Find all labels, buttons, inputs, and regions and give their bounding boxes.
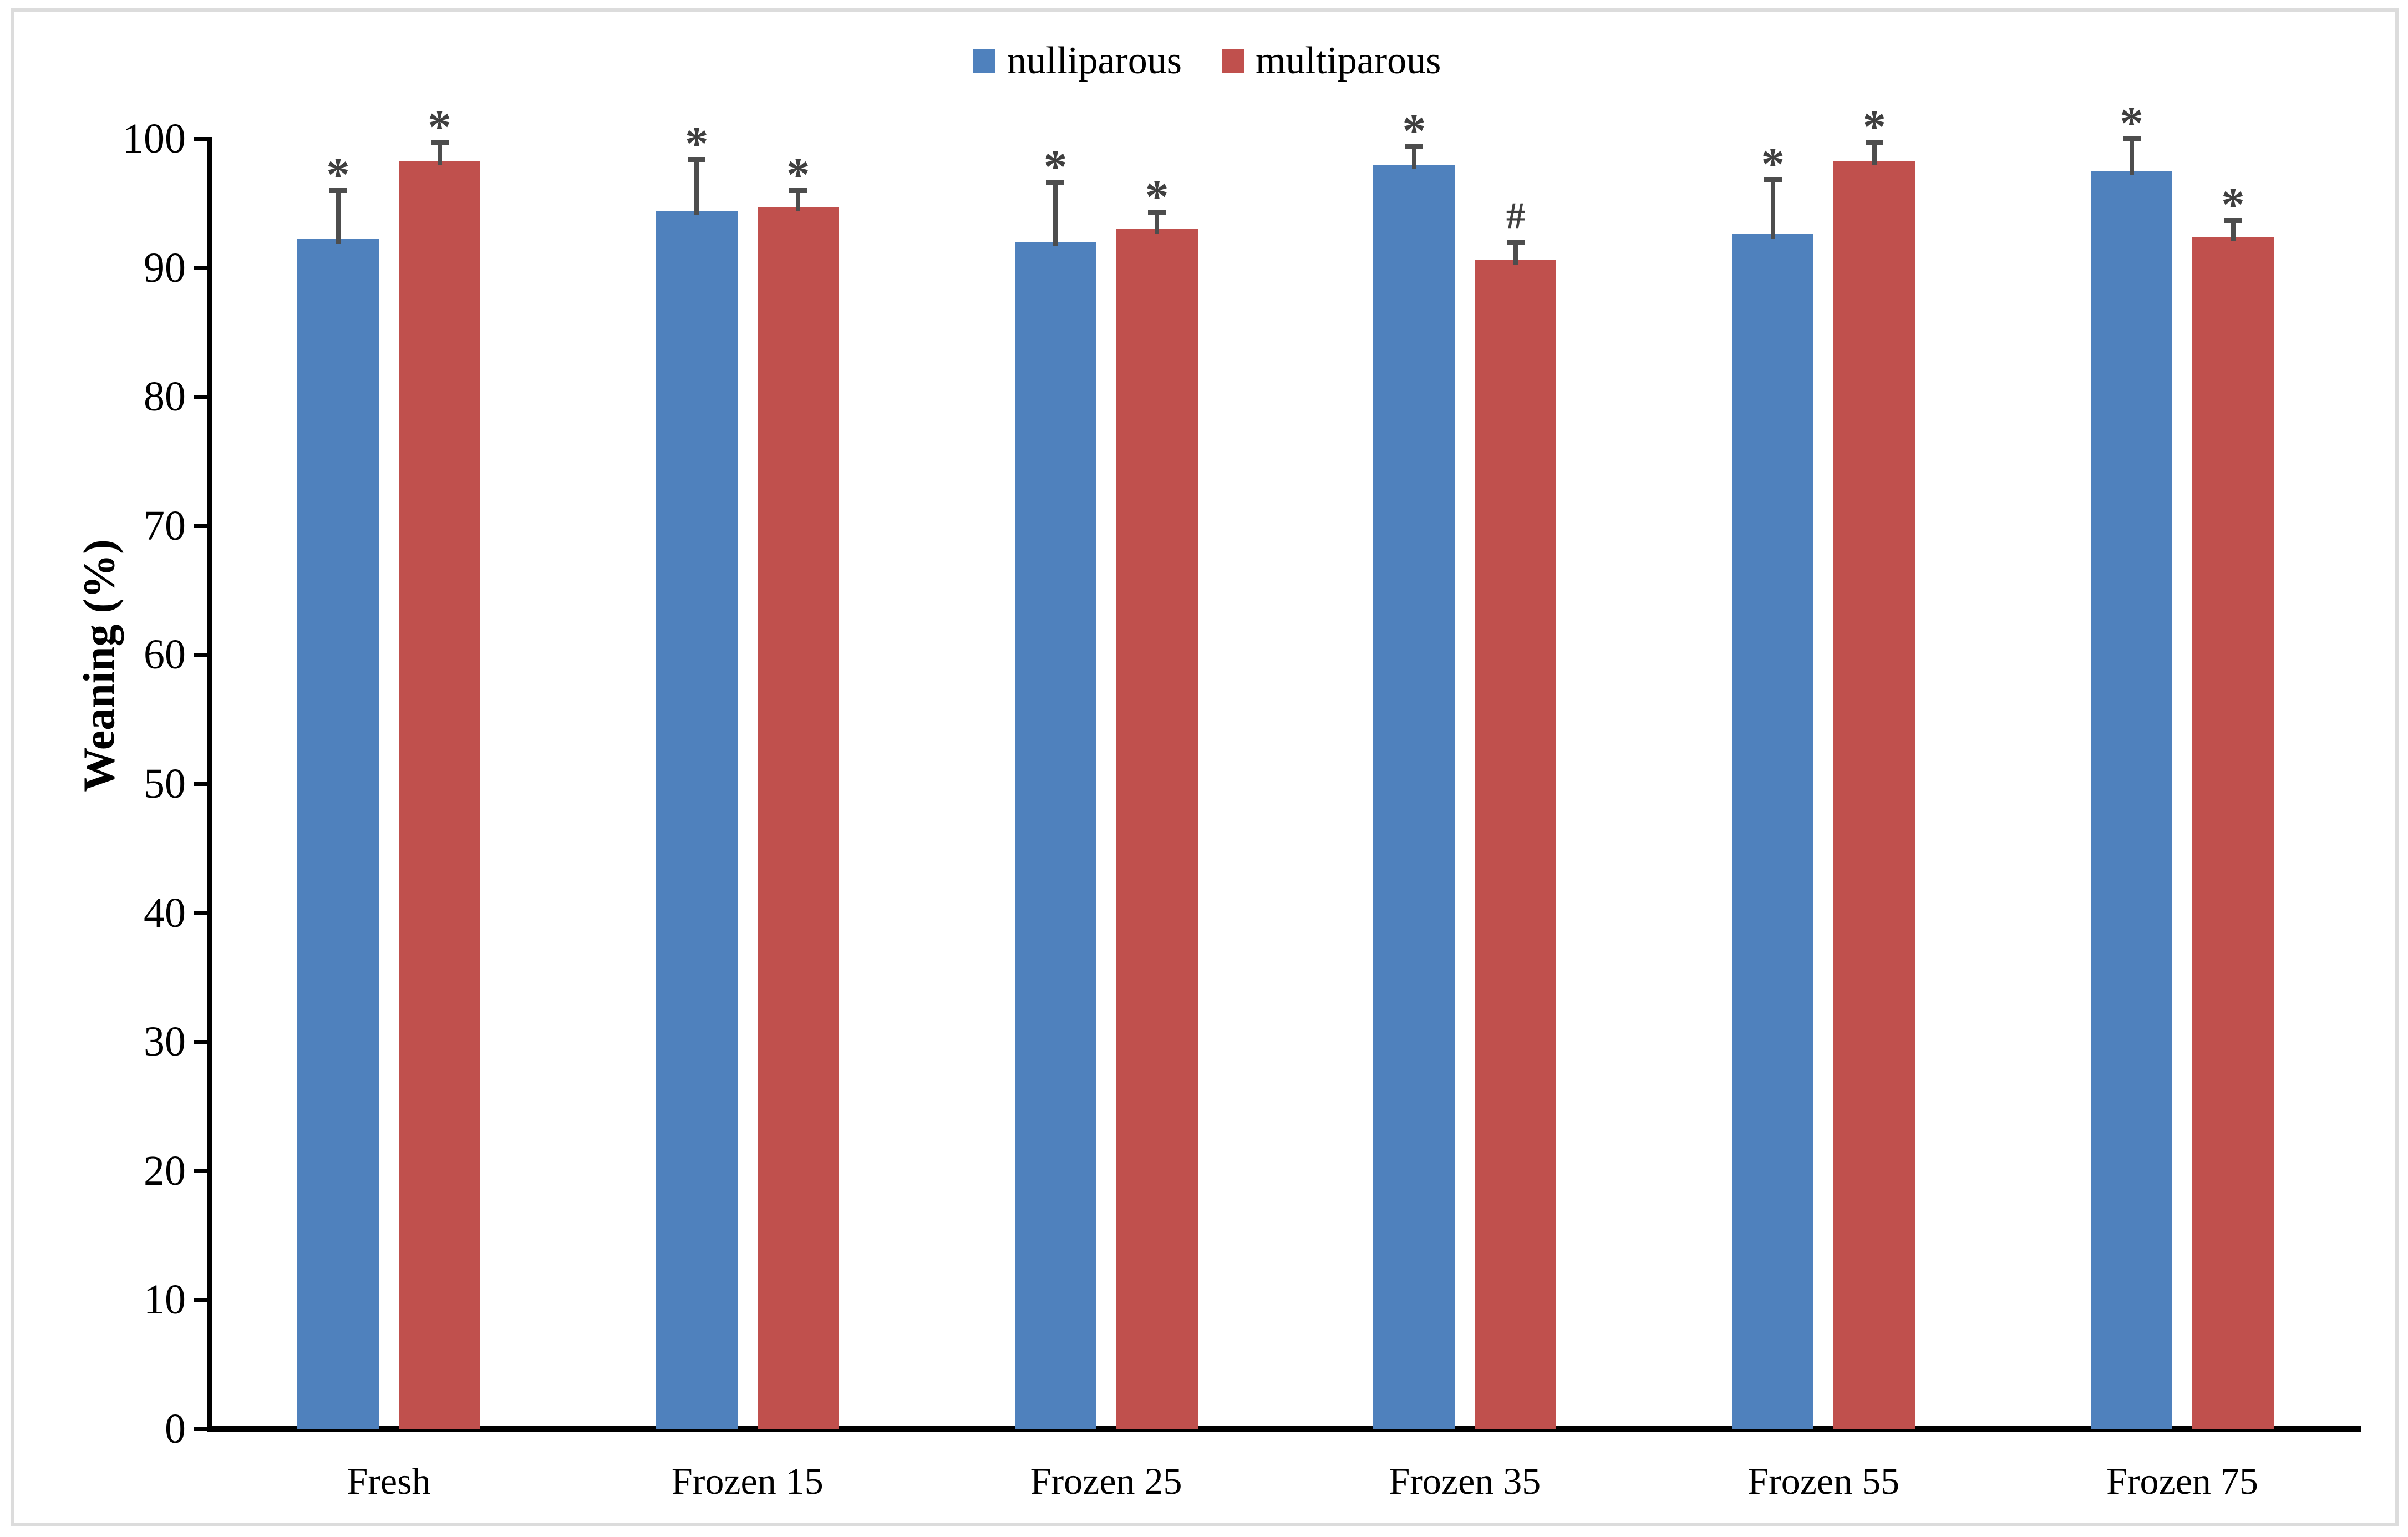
y-tick-label-30: 30 [144, 1018, 186, 1066]
legend-label: multiparous [1255, 39, 1441, 82]
y-tick-10 [194, 1298, 211, 1302]
significance-mark-multiparous-frozen-25: * [1145, 170, 1169, 223]
bar-multiparous-fresh [399, 160, 480, 1429]
y-tick-70 [194, 524, 211, 528]
error-bar-stem-multiparous-frozen-35 [1513, 242, 1518, 265]
bar-nulliparous-frozen-75 [2091, 171, 2172, 1429]
y-tick-label-20: 20 [144, 1147, 186, 1194]
error-bar-cap-multiparous-frozen-35 [1506, 240, 1525, 245]
y-tick-20 [194, 1169, 211, 1173]
legend-item-nulliparous: nulliparous [973, 39, 1182, 82]
y-tick-label-60: 60 [144, 631, 186, 678]
bar-nulliparous-frozen-25 [1014, 242, 1096, 1429]
bar-nulliparous-frozen-55 [1732, 234, 1814, 1429]
error-bar-stem-nulliparous-frozen-25 [1053, 182, 1058, 247]
y-tick-label-0: 0 [165, 1406, 186, 1452]
significance-mark-nulliparous-frozen-35: * [1402, 104, 1426, 157]
significance-mark-multiparous-frozen-75: * [2221, 178, 2245, 231]
significance-mark-multiparous-frozen-15: * [786, 149, 810, 201]
y-tick-100 [194, 137, 211, 141]
significance-mark-multiparous-fresh: * [428, 100, 451, 153]
error-bar-cap-multiparous-frozen-15 [789, 188, 807, 194]
error-bar-cap-nulliparous-frozen-25 [1046, 180, 1065, 186]
x-axis-line [207, 1426, 2361, 1432]
error-bar-cap-multiparous-frozen-55 [1865, 140, 1883, 145]
error-bar-stem-nulliparous-frozen-35 [1411, 146, 1416, 169]
error-bar-stem-nulliparous-fresh [336, 190, 341, 244]
bar-multiparous-frozen-15 [757, 207, 839, 1429]
legend-label: nulliparous [1007, 39, 1182, 82]
error-bar-cap-multiparous-frozen-25 [1148, 210, 1166, 215]
significance-mark-multiparous-frozen-55: * [1862, 100, 1886, 153]
legend-marker-nulliparous [973, 49, 995, 73]
bar-multiparous-frozen-35 [1475, 260, 1557, 1429]
error-bar-stem-multiparous-frozen-75 [2231, 220, 2236, 241]
y-tick-90 [194, 266, 211, 270]
error-bar-cap-nulliparous-fresh [329, 188, 347, 194]
bar-nulliparous-fresh [297, 239, 379, 1429]
error-bar-cap-nulliparous-frozen-55 [1764, 177, 1782, 183]
significance-mark-nulliparous-frozen-25: * [1043, 141, 1068, 194]
y-tick-label-80: 80 [144, 373, 186, 420]
error-bar-cap-nulliparous-frozen-75 [2122, 136, 2141, 141]
y-tick-label-100: 100 [123, 115, 186, 162]
error-bar-stem-nulliparous-frozen-15 [694, 159, 699, 216]
y-tick-label-70: 70 [144, 502, 186, 549]
bar-multiparous-frozen-75 [2192, 236, 2274, 1429]
significance-mark-nulliparous-frozen-15: * [685, 118, 709, 170]
error-bar-stem-multiparous-frozen-25 [1155, 212, 1160, 234]
y-tick-0 [194, 1427, 211, 1431]
bar-nulliparous-frozen-15 [656, 211, 738, 1429]
legend-item-multiparous: multiparous [1221, 39, 1441, 82]
legend-marker-multiparous [1221, 49, 1244, 73]
error-bar-cap-multiparous-fresh [430, 140, 449, 145]
y-tick-30 [194, 1040, 211, 1044]
error-bar-stem-nulliparous-frozen-75 [2129, 139, 2134, 176]
error-bar-cap-nulliparous-frozen-35 [1405, 144, 1423, 149]
y-tick-label-10: 10 [144, 1276, 186, 1323]
bar-multiparous-frozen-55 [1833, 160, 1916, 1429]
error-bar-cap-multiparous-frozen-75 [2224, 217, 2242, 223]
y-tick-label-50: 50 [144, 760, 186, 807]
x-axis-label-frozen-15: Frozen 15 [671, 1460, 824, 1502]
error-bar-cap-nulliparous-frozen-15 [688, 157, 706, 163]
y-tick-60 [194, 653, 211, 657]
chart-legend: nulliparous multiparous [973, 39, 1441, 82]
significance-mark-multiparous-frozen-35: # [1506, 194, 1525, 237]
x-axis-label-frozen-25: Frozen 25 [1030, 1460, 1182, 1502]
error-bar-stem-nulliparous-frozen-55 [1770, 180, 1775, 239]
significance-mark-nulliparous-frozen-55: * [1761, 138, 1785, 191]
y-tick-label-90: 90 [144, 244, 186, 291]
error-bar-stem-multiparous-frozen-15 [796, 190, 801, 212]
x-axis-label-fresh: Fresh [347, 1460, 431, 1502]
y-tick-label-40: 40 [144, 889, 186, 936]
x-axis-label-frozen-35: Frozen 35 [1389, 1460, 1541, 1502]
bar-multiparous-frozen-25 [1116, 229, 1198, 1429]
bar-nulliparous-frozen-35 [1373, 164, 1455, 1429]
x-axis-label-frozen-55: Frozen 55 [1747, 1460, 1900, 1502]
error-bar-stem-multiparous-fresh [437, 142, 442, 165]
error-bar-stem-multiparous-frozen-55 [1872, 142, 1877, 165]
y-tick-50 [194, 782, 211, 786]
y-tick-80 [194, 395, 211, 399]
x-axis-label-frozen-75: Frozen 75 [2106, 1460, 2258, 1502]
significance-mark-nulliparous-fresh: * [326, 149, 350, 201]
significance-mark-nulliparous-frozen-75: * [2120, 97, 2143, 149]
y-tick-40 [194, 911, 211, 915]
